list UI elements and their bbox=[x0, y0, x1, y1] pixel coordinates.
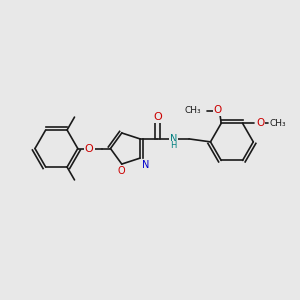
Text: N: N bbox=[142, 160, 149, 170]
Text: CH₃: CH₃ bbox=[185, 106, 202, 116]
Text: O: O bbox=[256, 118, 264, 128]
Text: CH₃: CH₃ bbox=[270, 119, 286, 128]
Text: N: N bbox=[170, 134, 177, 144]
Text: O: O bbox=[153, 112, 162, 122]
Text: O: O bbox=[118, 166, 126, 176]
Text: H: H bbox=[170, 141, 177, 150]
Text: O: O bbox=[85, 143, 93, 154]
Text: O: O bbox=[214, 105, 222, 115]
